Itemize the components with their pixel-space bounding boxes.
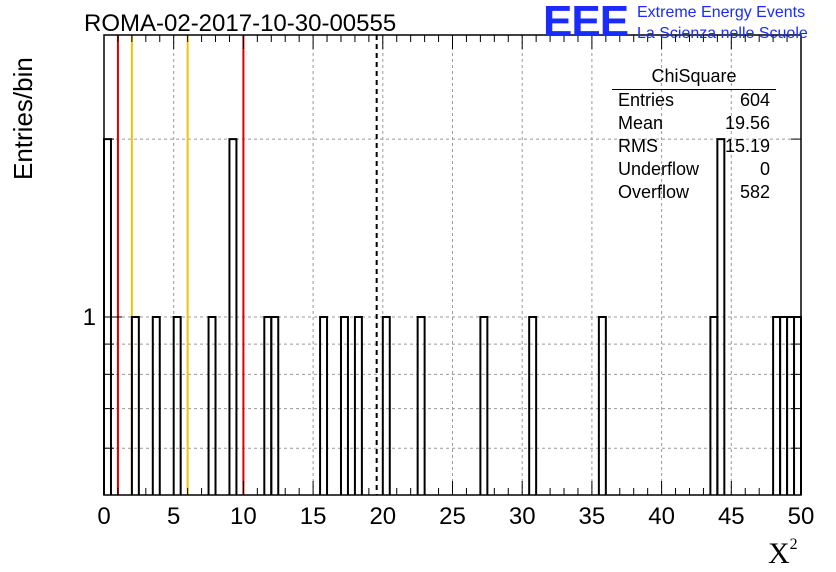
stats-label: Entries — [618, 90, 675, 110]
x-tick-label: 5 — [167, 503, 180, 530]
histogram-bin — [151, 316, 161, 495]
stats-label: Mean — [618, 113, 664, 133]
x-tick-label: 10 — [230, 503, 257, 530]
stats-value: 19.56 — [724, 113, 770, 133]
histogram-bin — [597, 316, 607, 495]
x-tick-label: 35 — [579, 503, 606, 530]
histogram-bin — [353, 316, 363, 495]
x-tick-label: 40 — [648, 503, 675, 530]
histogram-bin — [228, 138, 238, 495]
stats-row-underflow: Underflow 0 — [612, 158, 776, 181]
histogram-bin — [319, 316, 329, 495]
stats-row-overflow: Overflow 582 — [612, 181, 776, 204]
reference-lines — [116, 35, 378, 495]
logo-line-1: Extreme Energy Events — [637, 4, 806, 21]
x-axis-label-symbol: X — [768, 537, 790, 570]
x-tick-label: 0 — [97, 503, 110, 530]
stats-value: 0 — [759, 159, 770, 179]
grid — [104, 35, 801, 495]
histogram-bin — [339, 316, 349, 495]
stats-box: ChiSquare Entries 604 Mean 19.56 RMS 15.19 … — [612, 64, 776, 204]
histogram-bin — [270, 316, 280, 495]
stats-box-title: ChiSquare — [651, 66, 737, 86]
histogram-bin — [479, 316, 489, 495]
eee-logo-mark: EEE — [543, 0, 629, 46]
histogram-bin — [381, 316, 391, 495]
stats-label: RMS — [618, 136, 658, 156]
x-tick-label: 20 — [369, 503, 396, 530]
histogram-bin — [528, 316, 538, 495]
histogram-bin — [416, 316, 426, 495]
stats-value: 15.19 — [724, 136, 770, 156]
stats-box-rule — [612, 89, 776, 90]
histogram-bin — [716, 138, 726, 495]
x-axis-label: X2 — [768, 536, 798, 571]
stats-label: Underflow — [618, 159, 700, 179]
x-axis-label-superscript: 2 — [789, 536, 798, 553]
tick-labels: 0 5 10 15 20 25 30 35 40 45 50 1 — [83, 304, 815, 530]
stats-row-mean: Mean 19.56 — [612, 112, 776, 135]
stats-value: 604 — [739, 90, 770, 110]
x-tick-label: 25 — [439, 503, 466, 530]
histogram-bin — [130, 316, 140, 495]
y-axis-label: Entries/bin — [8, 57, 38, 180]
x-tick-label: 30 — [509, 503, 536, 530]
stats-label: Overflow — [618, 182, 690, 202]
histogram-bin — [207, 316, 217, 495]
stats-value: 582 — [739, 182, 770, 202]
stats-row-entries: Entries 604 — [612, 89, 776, 112]
chart-title: ROMA-02-2017-10-30-00555 — [84, 10, 397, 37]
x-tick-label: 45 — [718, 503, 745, 530]
x-tick-label: 15 — [300, 503, 327, 530]
y-tick-label: 1 — [83, 304, 96, 331]
logo-line-2: La Scienza nelle Scuole — [637, 25, 808, 42]
stats-row-rms: RMS 15.19 — [612, 135, 776, 158]
axis-ticks — [103, 34, 802, 495]
histogram-bin — [172, 316, 182, 495]
x-tick-label: 50 — [788, 503, 815, 530]
